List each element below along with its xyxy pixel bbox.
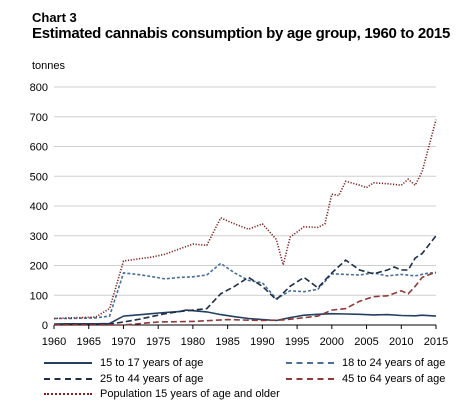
legend-swatch [44,362,92,364]
legend-swatch [44,378,92,380]
legend-item: Population 15 years of age and older [44,388,280,400]
x-tick-label: 2000 [320,336,344,348]
series-line-3 [54,235,437,326]
y-tick-label: 400 [30,201,48,213]
x-tick-label: 1990 [250,336,274,348]
legend-label: 25 to 44 years of age [100,373,204,385]
legend-swatch [286,362,334,364]
x-tick-label: 2010 [389,336,413,348]
legend-item: 15 to 17 years of age [44,357,203,369]
y-tick-label: 0 [42,320,48,332]
y-axis-unit-label: tonnes [32,60,66,72]
y-tick-label: 800 [30,82,48,94]
legend-item: 18 to 24 years of age [286,357,445,369]
x-tick-label: 2015 [424,336,448,348]
x-tick-label: 1980 [181,336,205,348]
legend-label: Population 15 years of age and older [100,388,280,400]
legend-swatch [286,378,334,380]
y-tick-label: 100 [30,290,48,302]
chart-number-label: Chart 3 [32,10,77,25]
legend-label: 45 to 64 years of age [342,373,446,385]
legend-label: 15 to 17 years of age [100,357,204,369]
legend-item: 25 to 44 years of age [44,373,203,385]
series-line-1 [53,309,437,325]
chart-title: Estimated cannabis consumption by age gr… [32,25,451,42]
series-line-2 [54,262,436,320]
series-line-4 [54,271,437,326]
legend-item: 45 to 64 years of age [286,373,445,385]
x-tick-label: 1965 [76,336,100,348]
legend-label: 18 to 24 years of age [342,357,446,369]
x-tick-label: 1970 [111,336,135,348]
x-tick-label: 1975 [146,336,170,348]
series-line-5 [53,119,437,320]
legend-swatch [44,393,92,395]
y-tick-label: 200 [30,261,48,273]
y-tick-label: 600 [30,142,48,154]
x-tick-label: 1995 [285,336,309,348]
y-tick-label: 700 [30,112,48,124]
y-tick-label: 300 [30,231,48,243]
x-tick-label: 1960 [42,336,66,348]
y-tick-label: 500 [30,171,48,183]
x-tick-label: 2005 [354,336,378,348]
x-tick-label: 1985 [215,336,239,348]
